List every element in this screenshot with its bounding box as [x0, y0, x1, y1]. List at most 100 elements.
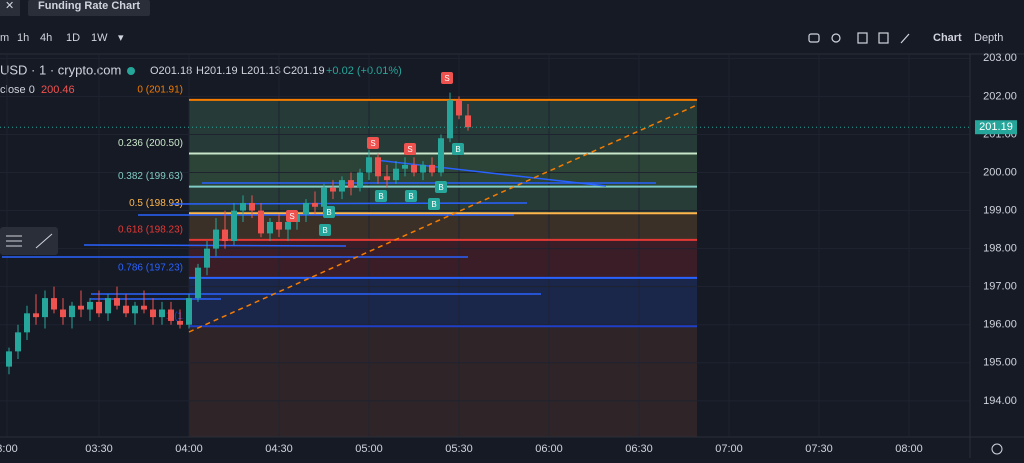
- candle-body: [429, 164, 435, 173]
- close-icon: ✕: [5, 0, 14, 12]
- fib-zone: [189, 326, 697, 437]
- candle-body: [456, 100, 462, 116]
- symbol: USD · 1 · crypto.com: [0, 62, 121, 77]
- candle-body: [249, 202, 255, 211]
- x-tick-label: 04:30: [265, 443, 293, 455]
- x-tick-label: 06:00: [535, 443, 563, 455]
- x-tick-label: 05:00: [355, 443, 383, 455]
- fib-label: 0.786 (197.23): [118, 263, 183, 274]
- candle-body: [33, 313, 39, 318]
- legend-open: O201.18: [150, 65, 192, 77]
- icon[interactable]: [900, 33, 910, 44]
- icon[interactable]: [857, 32, 868, 44]
- candle-body: [258, 210, 264, 234]
- drawing-toolbar[interactable]: [0, 227, 58, 255]
- view-depth[interactable]: Depth: [974, 32, 1003, 44]
- y-tick-label: 197.00: [983, 281, 1017, 293]
- signal-label: B: [438, 183, 443, 192]
- dropdown-icon[interactable]: ▾: [118, 32, 124, 44]
- candle-body: [465, 115, 471, 128]
- view-chart[interactable]: Chart: [933, 32, 962, 44]
- candle-body: [384, 176, 390, 181]
- legend-low: L201.13: [241, 65, 281, 77]
- icon[interactable]: [831, 33, 841, 43]
- tab-title: Funding Rate Chart: [38, 0, 140, 12]
- y-tick-label: 202.00: [983, 90, 1017, 102]
- candle-body: [438, 138, 444, 173]
- fib-label: 0.5 (198.93): [129, 198, 183, 209]
- candle-body: [420, 164, 426, 173]
- x-tick-label: 07:00: [715, 443, 743, 455]
- candle-body: [285, 221, 291, 230]
- trend-line: [170, 202, 528, 205]
- candle-body: [231, 210, 237, 242]
- y-tick-label: 200.00: [983, 166, 1017, 178]
- candle-body: [375, 157, 381, 177]
- signal-badge: [286, 210, 298, 222]
- legend-change: +0.02 (+0.01%): [326, 65, 402, 77]
- signal-label: B: [326, 208, 331, 217]
- interval[interactable]: 1D: [66, 32, 80, 44]
- candle-body: [303, 202, 309, 215]
- candle-body: [447, 100, 453, 139]
- signal-label: S: [407, 145, 412, 154]
- settings-icon[interactable]: [991, 443, 1003, 455]
- signal-label: S: [370, 139, 375, 148]
- x-tick-label: 08:00: [895, 443, 923, 455]
- candle-body: [168, 309, 174, 321]
- fib-zone: [189, 277, 697, 327]
- candle-body: [114, 298, 120, 306]
- status-dot: [127, 67, 135, 75]
- signal-badge: [441, 72, 453, 84]
- candle-body: [132, 305, 138, 314]
- legend-close: C201.19: [283, 65, 325, 77]
- x-tick-label: 3:00: [0, 443, 18, 455]
- y-tick-label: 194.00: [983, 395, 1017, 407]
- candle-body: [321, 187, 327, 207]
- icon[interactable]: [808, 33, 820, 43]
- signal-badge: [405, 190, 417, 202]
- x-tick-label: 06:30: [625, 443, 653, 455]
- candle-body: [51, 298, 57, 310]
- candle-body: [186, 298, 192, 325]
- icon[interactable]: [878, 32, 889, 44]
- candle-body: [411, 164, 417, 173]
- x-tick-label: 04:00: [175, 443, 203, 455]
- candle-body: [213, 229, 219, 249]
- candle-body: [105, 298, 111, 314]
- drawing-icons: [6, 233, 53, 249]
- candle-body: [69, 305, 75, 318]
- signal-badge: [367, 137, 379, 149]
- candle-body: [6, 351, 12, 367]
- candle-body: [267, 221, 273, 234]
- toolbar-icons: [808, 32, 910, 44]
- signal-label: B: [431, 200, 436, 209]
- x-tick-label: 05:30: [445, 443, 473, 455]
- candle-body: [348, 180, 354, 188]
- y-tick-label: 203.00: [983, 52, 1017, 64]
- y-tick-label: 198.00: [983, 243, 1017, 255]
- last-price-box: [975, 120, 1017, 135]
- y-tick-label: 199.00: [983, 204, 1017, 216]
- candle-body: [276, 221, 282, 230]
- candle-body: [60, 309, 66, 318]
- candle-body: [150, 309, 156, 318]
- trend-line: [188, 104, 698, 333]
- y-tick-label: 196.00: [983, 319, 1017, 331]
- candle-body: [24, 313, 30, 333]
- candle-body: [177, 320, 183, 325]
- signal-label: S: [444, 74, 449, 83]
- interval[interactable]: 4h: [40, 32, 52, 44]
- candle-body: [402, 164, 408, 169]
- candle-body: [393, 168, 399, 181]
- signal-badge: [428, 198, 440, 210]
- interval[interactable]: m: [0, 32, 9, 44]
- signal-label: S: [289, 212, 294, 221]
- interval[interactable]: 1h: [17, 32, 29, 44]
- close-button[interactable]: [0, 0, 20, 16]
- tab[interactable]: [28, 0, 150, 16]
- interval[interactable]: 1W: [91, 32, 108, 44]
- fib-label: 0.236 (200.50): [118, 138, 183, 149]
- candle-body: [42, 298, 48, 318]
